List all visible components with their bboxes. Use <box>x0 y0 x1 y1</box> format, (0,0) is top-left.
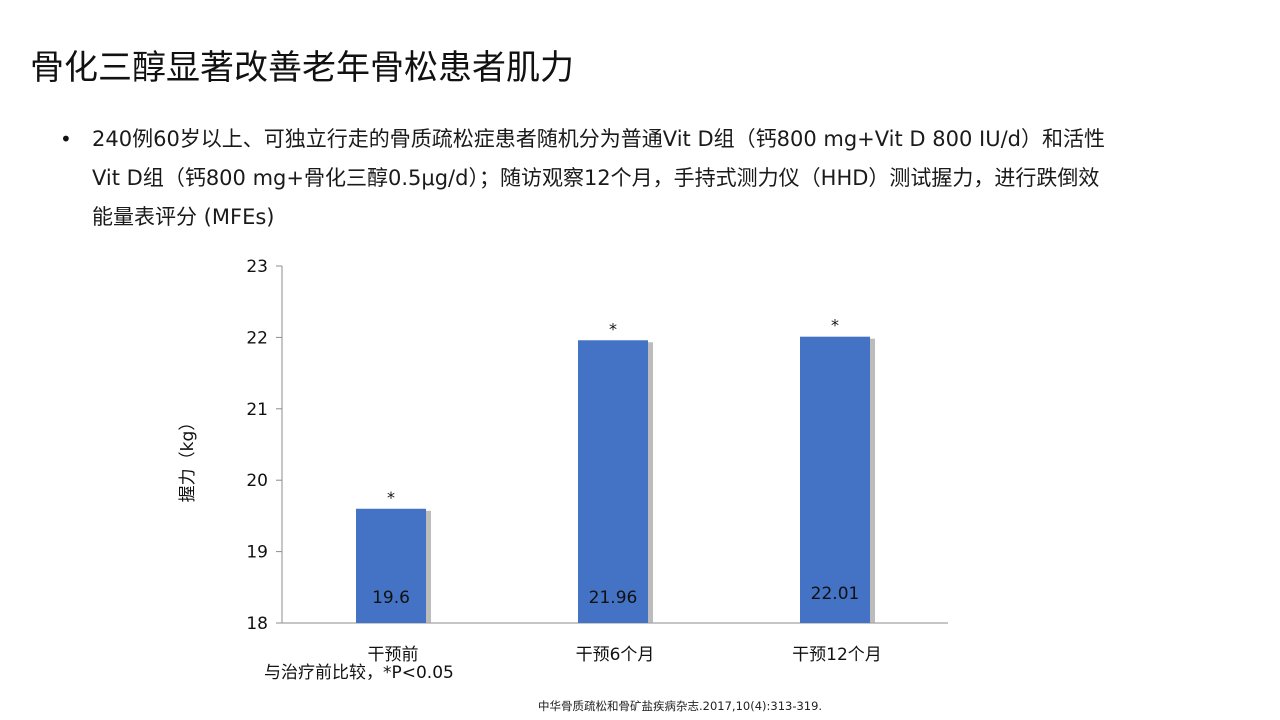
bar <box>800 336 870 623</box>
bar <box>356 508 426 623</box>
y-tick-label: 19 <box>246 543 268 563</box>
bullet-line-1: 240例60岁以上、可独立行走的骨质疏松症患者随机分为普通Vit D组（钙800… <box>92 127 1105 151</box>
bar-value-label: 22.01 <box>811 584 860 604</box>
bar <box>578 340 648 623</box>
y-tick-label: 21 <box>246 400 268 420</box>
significance-marker: * <box>387 488 395 507</box>
significance-marker: * <box>609 319 617 338</box>
bullet-marker: • <box>60 127 72 151</box>
significance-marker: * <box>831 316 839 335</box>
y-tick-label: 18 <box>246 614 268 634</box>
x-category-label: 干预6个月 <box>576 645 655 665</box>
y-axis-title: 握力（kg） <box>178 414 198 503</box>
y-tick-label: 20 <box>246 471 268 491</box>
bullet-line-2: Vit D组（钙800 mg+骨化三醇0.5μg/d）；随访观察12个月，手持式… <box>92 166 1100 190</box>
bullet-text: 240例60岁以上、可独立行走的骨质疏松症患者随机分为普通Vit D组（钙800… <box>92 120 1227 237</box>
bullet-line-3: 能量表评分 (MFEs) <box>92 205 275 229</box>
significance-footnote: 与治疗前比较，*P<0.05 <box>264 663 454 683</box>
reference-citation: 中华骨质疏松和骨矿盐疾病杂志.2017,10(4):313-319. <box>538 699 823 713</box>
y-tick-label: 22 <box>246 328 268 348</box>
y-tick-label: 23 <box>246 257 268 277</box>
bar-value-label: 21.96 <box>589 588 638 608</box>
slide-title: 骨化三醇显著改善老年骨松患者肌力 <box>30 48 574 88</box>
x-category-label: 干预12个月 <box>792 645 882 665</box>
bar-value-label: 19.6 <box>372 588 410 608</box>
x-category-label: 干预前 <box>368 645 419 665</box>
